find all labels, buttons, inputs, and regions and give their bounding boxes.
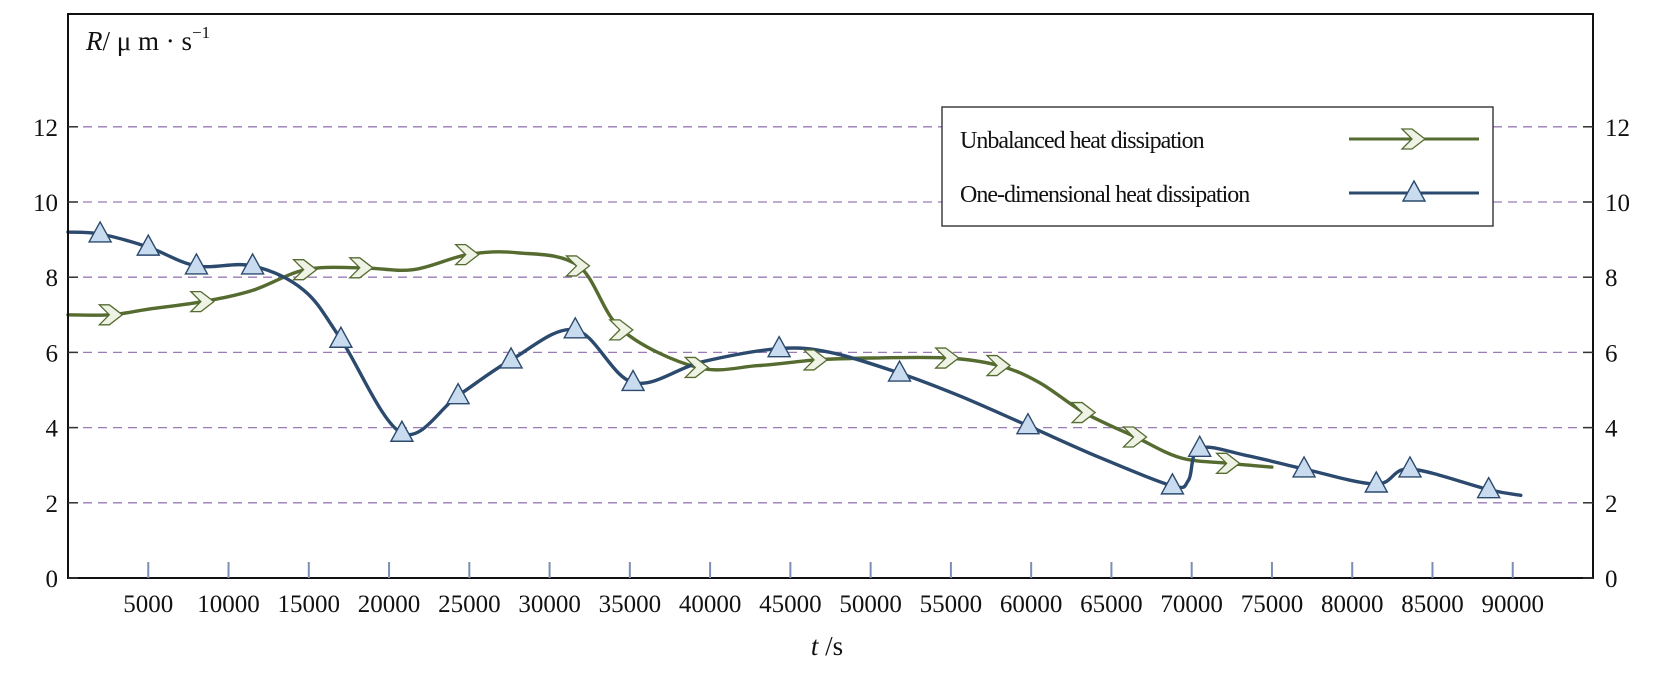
x-tick-label: 90000 xyxy=(1481,591,1544,618)
marker-chevron xyxy=(608,319,634,341)
x-tick-label: 50000 xyxy=(839,591,902,618)
marker-triangle xyxy=(240,252,265,275)
x-tick-label: 45000 xyxy=(759,591,822,618)
marker-chevron xyxy=(802,349,829,371)
x-tick-label: 40000 xyxy=(679,591,742,618)
marker-triangle xyxy=(887,359,912,382)
marker-chevron xyxy=(189,290,215,313)
marker-chevron xyxy=(292,259,318,281)
marker-triangle xyxy=(620,369,646,392)
y-tick-label-right: 6 xyxy=(1605,340,1618,367)
y-tick-label-right: 10 xyxy=(1605,190,1630,217)
marker-triangle xyxy=(1291,455,1317,478)
x-tick-label: 70000 xyxy=(1160,591,1223,618)
marker-chevron xyxy=(985,354,1012,377)
marker-triangle xyxy=(1187,434,1212,457)
x-tick-label: 80000 xyxy=(1321,591,1384,618)
y-tick-label-left: 12 xyxy=(33,115,58,142)
marker-triangle xyxy=(1397,455,1423,478)
marker-chevron xyxy=(1070,401,1097,424)
marker-triangle xyxy=(136,233,161,256)
marker-triangle xyxy=(328,325,354,348)
x-tick-label: 20000 xyxy=(358,591,421,618)
marker-triangle xyxy=(1160,472,1185,495)
x-tick-label: 35000 xyxy=(599,591,662,618)
marker-triangle xyxy=(1015,412,1041,435)
x-axis-title: t /s xyxy=(811,631,843,661)
y-tick-label-right: 4 xyxy=(1605,416,1618,443)
plot-frame xyxy=(67,13,1594,579)
y-axis-title: R/ μ m · s−1 xyxy=(85,23,210,56)
x-tick-label: 85000 xyxy=(1401,591,1464,618)
series-markers xyxy=(87,220,1501,499)
series-lines xyxy=(66,230,1523,497)
marker-chevron xyxy=(683,356,710,379)
x-tick-label: 5000 xyxy=(123,591,173,618)
y-tick-label-left: 8 xyxy=(46,265,59,292)
marker-triangle xyxy=(87,220,113,243)
marker-chevron xyxy=(1215,452,1241,474)
axes: 0 0 2 2 4 4 6 6 8 8 10 10 12 12 5000 10000 15000 20000 250… xyxy=(33,13,1630,618)
x-tick-label: 60000 xyxy=(1000,591,1063,618)
y-tick-label-left: 6 xyxy=(46,340,59,367)
y-tick-label-right: 2 xyxy=(1605,491,1618,518)
marker-triangle xyxy=(445,382,471,405)
legend-triangle xyxy=(1401,179,1427,202)
y-tick-label-right: 12 xyxy=(1605,115,1630,142)
legend-marker-one-dimensional xyxy=(1401,179,1427,202)
legend-box xyxy=(941,106,1494,227)
marker-triangle xyxy=(389,419,415,442)
legend-label-one-dimensional: One-dimensional heat dissipation xyxy=(960,182,1250,208)
marker-triangle xyxy=(563,316,588,339)
legend: Unbalanced heat dissipation One-dimensio… xyxy=(941,106,1494,227)
marker-triangle xyxy=(498,346,524,369)
x-tick-label: 65000 xyxy=(1080,591,1143,618)
marker-triangle xyxy=(184,252,209,275)
marker-chevron xyxy=(454,243,480,266)
marker-triangle xyxy=(1476,476,1501,499)
series-line-1 xyxy=(66,230,1523,497)
marker-chevron xyxy=(97,304,124,326)
series-line-0 xyxy=(66,250,1274,469)
legend-chevron xyxy=(1400,128,1427,150)
legend-marker-unbalanced xyxy=(1400,128,1427,150)
legend-label-unbalanced: Unbalanced heat dissipation xyxy=(960,128,1205,154)
y-tick-label-left: 10 xyxy=(33,190,58,217)
marker-chevron xyxy=(348,257,374,279)
y-tick-label-left: 2 xyxy=(46,491,59,518)
y-tick-label-left: 0 xyxy=(46,566,59,593)
x-tick-label: 55000 xyxy=(920,591,983,618)
x-tick-label: 10000 xyxy=(197,591,260,618)
marker-triangle xyxy=(1364,470,1389,493)
y-tick-label-left: 4 xyxy=(46,416,59,443)
y-tick-label-right: 0 xyxy=(1605,566,1618,593)
x-tick-label: 25000 xyxy=(438,591,501,618)
x-tick-label: 30000 xyxy=(518,591,581,618)
x-tick-label: 15000 xyxy=(278,591,341,618)
marker-triangle xyxy=(766,335,792,358)
marker-chevron xyxy=(1121,426,1148,448)
x-tick-label: 75000 xyxy=(1241,591,1304,618)
marker-chevron xyxy=(564,255,591,277)
y-tick-label-right: 8 xyxy=(1605,265,1618,292)
marker-chevron xyxy=(934,347,960,369)
